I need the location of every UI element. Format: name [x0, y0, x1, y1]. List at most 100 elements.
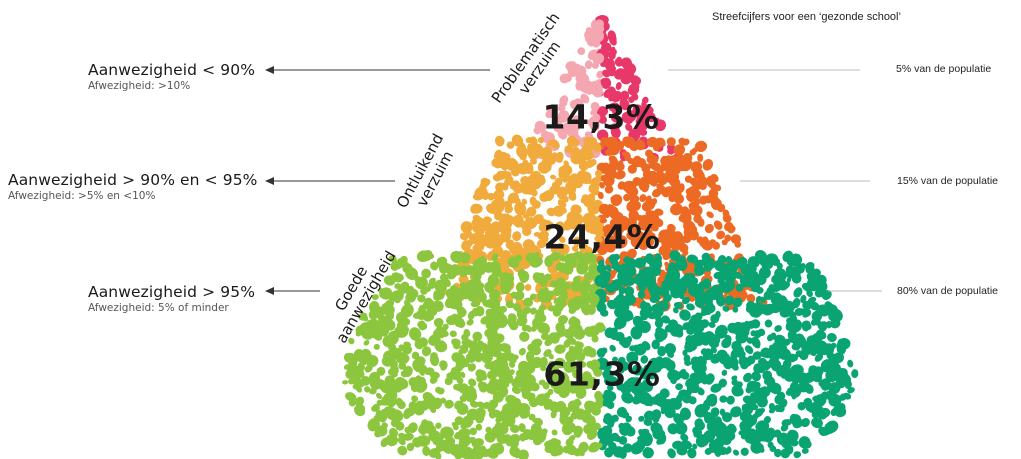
pyramid-dot: [507, 192, 519, 204]
pyramid-dot: [398, 432, 406, 439]
pyramid-dot: [609, 218, 620, 229]
pyramid-dot: [670, 377, 677, 385]
pyramid-dot: [375, 428, 383, 436]
pyramid-dot: [417, 384, 426, 393]
pyramid-dot: [680, 255, 686, 262]
pyramid-dot: [794, 263, 805, 274]
pyramid-dot: [692, 443, 698, 450]
tier-1-attendance: Aanwezigheid < 90%: [88, 61, 256, 79]
pyramid-dot: [730, 406, 742, 418]
pyramid-dot: [477, 401, 485, 409]
pyramid-dot: [553, 123, 565, 133]
pyramid-dot: [537, 137, 545, 144]
pyramid-dot: [396, 380, 405, 388]
pyramid-dot: [586, 193, 596, 205]
pyramid-dot: [690, 161, 703, 173]
pyramid-dot: [458, 310, 465, 317]
pyramid-dot: [354, 404, 366, 417]
pyramid-dot: [543, 332, 550, 340]
pyramid-dot: [634, 257, 647, 269]
pyramid-dot: [600, 276, 609, 286]
pyramid-dot: [793, 451, 801, 459]
pyramid-dot: [608, 254, 619, 264]
pyramid-dot: [530, 325, 537, 332]
pyramid-dot: [459, 282, 467, 289]
pyramid-dot: [440, 442, 452, 452]
pyramid-dot: [837, 338, 847, 348]
pyramid-dot: [573, 425, 583, 436]
pyramid-dot: [605, 283, 616, 294]
pyramid-dot: [594, 169, 602, 177]
tier-3-absence: Afwezigheid: 5% of minder: [88, 302, 229, 314]
pyramid-dot: [770, 431, 777, 438]
pyramid-dot: [705, 303, 716, 314]
pyramid-dot: [715, 286, 724, 294]
pyramid-dot: [690, 230, 696, 238]
pyramid-dot: [565, 181, 577, 193]
pyramid-dot: [827, 332, 837, 343]
pyramid-dot: [359, 322, 372, 335]
pyramid-dot: [625, 123, 633, 132]
tier-1-target: 5% van de populatie: [896, 63, 992, 75]
pyramid-dot: [389, 290, 400, 302]
pyramid-dot: [590, 108, 598, 116]
pyramid-dot: [764, 319, 773, 328]
pyramid-dot: [681, 296, 691, 305]
pyramid-dot: [405, 294, 410, 301]
pyramid-dot: [680, 433, 689, 442]
pyramid-dot: [597, 299, 605, 306]
pyramid-dot: [803, 346, 812, 355]
pyramid-dot: [557, 110, 570, 123]
pyramid-dot: [578, 441, 589, 453]
pyramid-dot: [662, 389, 670, 398]
tier-1-left-label: Aanwezigheid < 90% Afwezigheid: >10%: [88, 61, 255, 92]
pyramid-dot: [560, 168, 571, 180]
pyramid-dot: [449, 330, 457, 338]
pyramid-dot: [551, 181, 559, 189]
pyramid-dot: [550, 410, 557, 419]
pyramid-dot: [761, 304, 769, 311]
tier-3-dots: [342, 249, 859, 459]
pyramid-dot: [612, 446, 625, 458]
pyramid-dot: [612, 356, 618, 363]
pyramid-dot: [598, 203, 610, 215]
pyramid-dot: [809, 301, 820, 311]
pyramid-dot: [747, 355, 756, 365]
pyramid-dot: [689, 178, 697, 186]
pyramid-dot: [460, 221, 473, 234]
pyramid-dot: [512, 399, 522, 409]
pyramid-dot: [556, 295, 567, 306]
pyramid-dot: [638, 178, 650, 192]
pyramid-dot: [508, 320, 519, 331]
pyramid-dot: [589, 379, 597, 388]
pyramid-dot: [679, 309, 691, 321]
tier-2-attendance: Aanwezigheid > 90% en < 95%: [8, 171, 258, 189]
pyramid-dot: [609, 344, 616, 352]
pyramid-dot: [469, 233, 481, 245]
pyramid-dot: [758, 392, 768, 402]
pyramid-dot: [357, 370, 365, 378]
pyramid-dot: [572, 115, 581, 124]
pyramid-dot: [630, 236, 642, 248]
pyramid-dot: [767, 357, 779, 369]
pyramid-dot: [668, 262, 677, 271]
pyramid-dot: [563, 219, 572, 231]
pyramid-dot: [708, 440, 718, 448]
pyramid-dot: [553, 302, 564, 313]
pyramid-dots: [342, 14, 859, 459]
pyramid-dot: [472, 331, 483, 342]
pyramid-dot: [572, 139, 580, 147]
pyramid-dot: [475, 423, 483, 431]
pyramid-dot: [391, 372, 398, 378]
pyramid-dot: [616, 140, 625, 149]
pyramid-dot: [504, 348, 511, 355]
pyramid-dot: [615, 170, 626, 180]
pyramid-dot: [556, 186, 568, 200]
pyramid-dot: [458, 383, 469, 394]
pyramid-dot: [552, 375, 561, 384]
pyramid-dot: [544, 440, 552, 448]
pyramid-dot: [570, 280, 582, 292]
pyramid-dot: [651, 210, 659, 218]
pyramid-dot: [599, 217, 608, 224]
